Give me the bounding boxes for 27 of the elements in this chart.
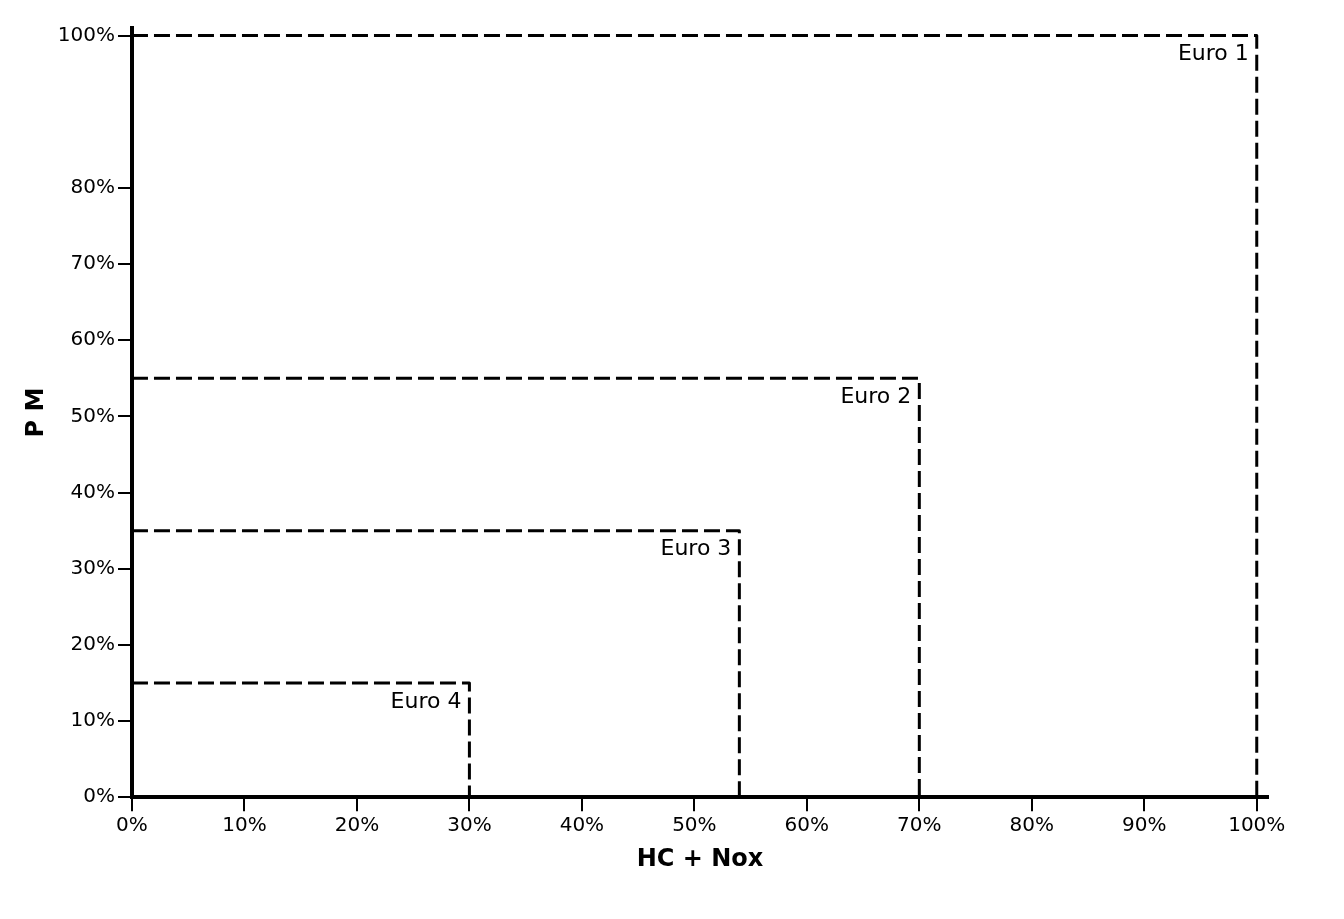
y-tick-label: 10% <box>70 707 115 732</box>
x-tick-label: 70% <box>897 812 942 837</box>
x-tick-label: 100% <box>1228 812 1286 837</box>
x-tick-label: 0% <box>116 812 148 837</box>
x-tick-label: 60% <box>784 812 830 837</box>
x-tick-label: 90% <box>1122 812 1167 837</box>
series-label: Euro 4 <box>390 687 462 713</box>
x-tick-label: 40% <box>559 812 605 837</box>
x-tick-label: 50% <box>672 812 717 837</box>
series-label: Euro 2 <box>840 383 912 409</box>
y-tick-label: 20% <box>70 631 115 656</box>
series-label: Euro 3 <box>660 535 732 561</box>
y-tick-label: 40% <box>70 478 115 503</box>
y-tick-label: 80% <box>70 174 115 199</box>
y-tick-label: 60% <box>70 326 115 351</box>
y-tick-label: 0% <box>83 783 115 808</box>
x-axis-title: HC + Nox <box>636 843 764 872</box>
x-tick-label: 80% <box>1009 812 1055 837</box>
x-tick-label: 20% <box>334 812 380 837</box>
y-tick-label: 70% <box>70 250 115 275</box>
x-tick-label: 10% <box>222 812 267 837</box>
y-axis-title: P M <box>20 387 49 438</box>
y-tick-label: 50% <box>70 402 115 427</box>
y-tick-label: 100% <box>57 21 115 46</box>
x-tick-label: 30% <box>447 812 492 837</box>
y-tick-label: 30% <box>70 554 115 579</box>
series-label: Euro 1 <box>1177 40 1249 66</box>
